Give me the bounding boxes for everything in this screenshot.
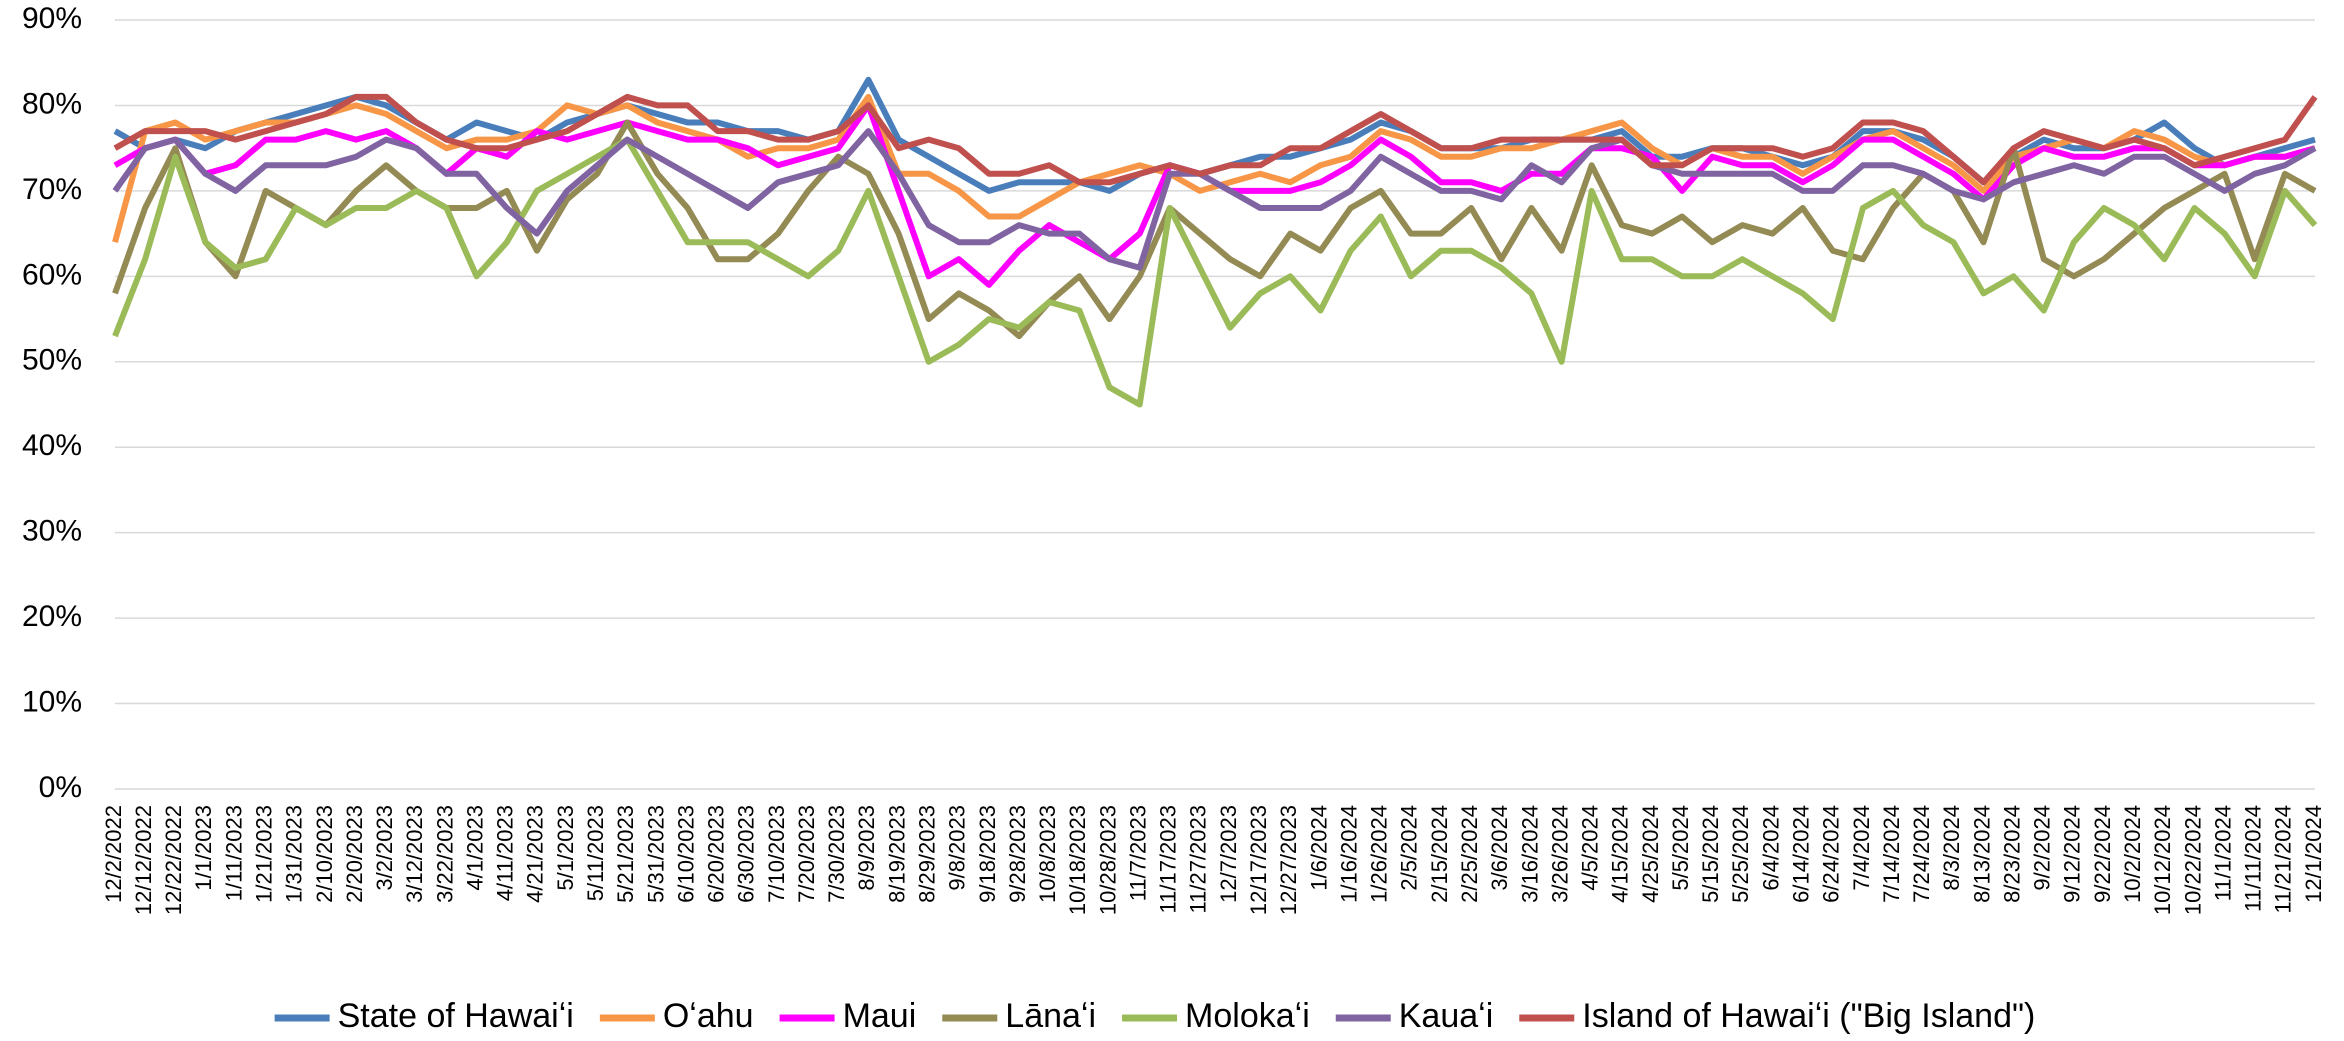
- legend-label: Oʻahu: [663, 997, 754, 1035]
- x-tick-label: 11/7/2023: [1125, 805, 1150, 901]
- x-tick-label: 5/21/2023: [613, 805, 638, 903]
- x-tick-label: 1/26/2024: [1367, 805, 1392, 903]
- x-tick-label: 12/7/2023: [1216, 805, 1241, 903]
- x-tick-label: 10/12/2024: [2150, 805, 2175, 915]
- x-tick-label: 2/25/2024: [1457, 805, 1482, 903]
- x-tick-label: 8/3/2024: [1939, 805, 1964, 891]
- x-tick-label: 9/18/2023: [975, 805, 1000, 903]
- x-tick-label: 2/15/2024: [1427, 805, 1452, 903]
- x-tick-label: 5/1/2023: [553, 805, 578, 891]
- x-tick-label: 10/8/2023: [1035, 805, 1060, 903]
- x-tick-label: 4/25/2024: [1638, 805, 1663, 903]
- x-tick-label: 12/2/2022: [101, 805, 126, 903]
- x-tick-label: 4/21/2023: [523, 805, 548, 903]
- x-tick-label: 8/29/2023: [915, 805, 940, 903]
- x-tick-label: 2/20/2023: [342, 805, 367, 903]
- y-tick-label: 50%: [22, 344, 82, 377]
- x-tick-label: 11/1/2024: [2210, 805, 2235, 901]
- x-tick-label: 2/10/2023: [312, 805, 337, 903]
- x-tick-label: 10/22/2024: [2180, 805, 2205, 915]
- x-tick-label: 12/22/2022: [161, 805, 186, 915]
- x-tick-label: 6/30/2023: [734, 805, 759, 903]
- x-tick-label: 11/17/2023: [1156, 805, 1181, 913]
- legend-label: State of Hawaiʻi: [338, 997, 574, 1035]
- x-tick-label: 6/10/2023: [673, 805, 698, 903]
- x-tick-label: 10/28/2023: [1095, 805, 1120, 915]
- x-tick-label: 8/19/2023: [884, 805, 909, 903]
- x-tick-label: 5/25/2024: [1728, 805, 1753, 903]
- y-tick-label: 20%: [22, 600, 82, 633]
- x-tick-label: 4/15/2024: [1608, 805, 1633, 903]
- legend-label: Maui: [843, 997, 917, 1035]
- series-line: [113, 93, 2318, 186]
- x-tick-label: 9/8/2023: [945, 805, 970, 891]
- x-tick-label: 8/23/2024: [1999, 805, 2024, 903]
- x-tick-label: 6/14/2024: [1788, 805, 1813, 903]
- x-tick-label: 9/2/2024: [2030, 805, 2055, 891]
- x-tick-label: 1/21/2023: [251, 805, 276, 903]
- x-tick-label: 1/11/2023: [221, 805, 246, 901]
- x-tick-label: 8/13/2024: [1969, 805, 1994, 903]
- x-tick-label: 4/1/2023: [462, 805, 487, 891]
- x-tick-label: 7/24/2024: [1909, 805, 1934, 903]
- x-tick-label: 7/20/2023: [794, 805, 819, 903]
- y-tick-label: 30%: [22, 515, 82, 548]
- x-tick-label: 1/6/2024: [1306, 805, 1331, 891]
- x-tick-label: 4/11/2023: [493, 805, 518, 901]
- x-tick-label: 12/27/2023: [1276, 805, 1301, 915]
- x-tick-label: 3/22/2023: [432, 805, 457, 903]
- x-tick-label: 9/28/2023: [1005, 805, 1030, 903]
- x-tick-label: 12/12/2022: [131, 805, 156, 915]
- x-tick-label: 3/6/2024: [1487, 805, 1512, 891]
- x-tick-label: 6/20/2023: [704, 805, 729, 903]
- x-tick-label: 9/12/2024: [2060, 805, 2085, 903]
- x-tick-label: 6/24/2024: [1819, 805, 1844, 903]
- legend-label: Kauaʻi: [1399, 997, 1494, 1035]
- legend-label: Island of Hawaiʻi ("Big Island"): [1582, 997, 2035, 1035]
- x-tick-label: 1/1/2023: [191, 805, 216, 891]
- x-tick-label: 5/5/2024: [1668, 805, 1693, 891]
- x-tick-label: 1/31/2023: [282, 805, 307, 903]
- x-tick-label: 8/9/2023: [854, 805, 879, 891]
- x-tick-label: 9/22/2024: [2090, 805, 2115, 903]
- x-tick-label: 3/16/2024: [1517, 805, 1542, 903]
- series-line: [112, 136, 2318, 408]
- x-tick-label: 4/5/2024: [1578, 805, 1603, 891]
- x-tick-label: 7/14/2024: [1879, 805, 1904, 903]
- y-tick-label: 40%: [22, 429, 82, 462]
- legend-label: Molokaʻi: [1185, 997, 1310, 1035]
- x-tick-label: 10/2/2024: [2120, 805, 2145, 903]
- x-tick-label: 2/5/2024: [1397, 805, 1422, 891]
- series-line: [112, 128, 2317, 271]
- x-tick-label: 11/11/2024: [2241, 805, 2266, 912]
- y-tick-label: 90%: [22, 2, 82, 35]
- x-tick-label: 11/21/2024: [2271, 805, 2296, 913]
- y-tick-label: 10%: [22, 685, 82, 718]
- x-tick-label: 10/18/2023: [1065, 805, 1090, 915]
- x-tick-label: 3/2/2023: [372, 805, 397, 891]
- x-tick-label: 5/15/2024: [1698, 805, 1723, 903]
- y-tick-label: 0%: [39, 771, 82, 804]
- x-tick-label: 7/4/2024: [1849, 805, 1874, 891]
- x-tick-label: 7/10/2023: [764, 805, 789, 903]
- x-tick-label: 5/31/2023: [643, 805, 668, 903]
- x-tick-label: 3/12/2023: [402, 805, 427, 903]
- x-tick-label: 12/17/2023: [1246, 805, 1271, 915]
- legend-label: Lānaʻi: [1005, 997, 1096, 1035]
- x-tick-label: 5/11/2023: [583, 805, 608, 901]
- x-tick-label: 6/4/2024: [1758, 805, 1783, 891]
- x-tick-label: 12/1/2024: [2301, 805, 2326, 903]
- x-tick-label: 11/27/2023: [1186, 805, 1211, 913]
- y-tick-label: 80%: [22, 87, 82, 120]
- series-line: [112, 93, 2316, 243]
- y-tick-label: 70%: [22, 173, 82, 206]
- x-tick-label: 7/30/2023: [824, 805, 849, 903]
- y-tick-label: 60%: [22, 258, 82, 291]
- x-tick-label: 3/26/2024: [1547, 805, 1572, 903]
- x-tick-label: 1/16/2024: [1336, 805, 1361, 903]
